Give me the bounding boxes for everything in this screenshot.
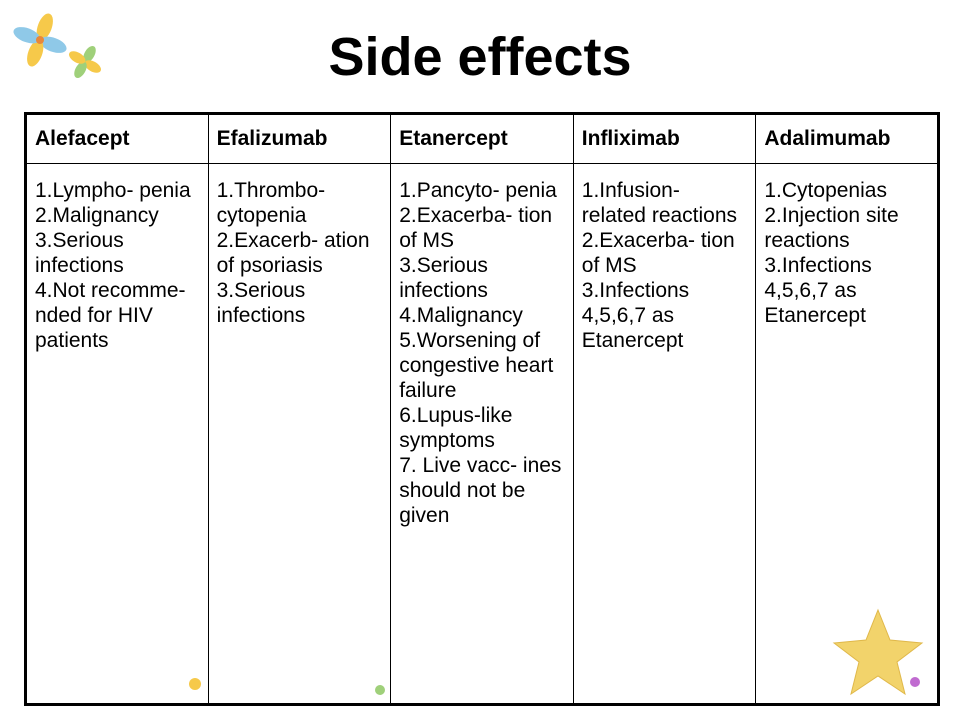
column-header: Infliximab <box>572 113 757 164</box>
list-item: 3.Serious infections <box>399 254 488 302</box>
list-item: 3.Infections <box>581 279 690 302</box>
list-item: 1.Thrombo- cytopenia <box>216 179 326 227</box>
list-item: 2.Exacerba- tion of MS <box>581 229 735 277</box>
table-cell: 1.Lympho- penia 2.Malignancy 3.Serious inf… <box>25 163 209 705</box>
slide-title: Side effects <box>328 27 632 87</box>
list-item: 4.Not recomme- nded for HIV patients <box>35 279 186 352</box>
list-item: 1.Cytopenias <box>764 179 887 202</box>
list-item: 3.Serious infections <box>216 279 306 327</box>
list-item: 2.Exacerb- ation of psoriasis <box>216 229 370 277</box>
list-item: 7. Live vacc- ines should not be given <box>399 454 562 527</box>
list-item: 2.Malignancy <box>35 204 159 227</box>
table-cell: 1.Thrombo- cytopenia 2.Exacerb- ation of … <box>207 163 392 705</box>
table-cell: 1.Pancyto- penia 2.Exacerba- tion of MS 3.… <box>390 163 574 705</box>
list-item: 1.Infusion- related reactions <box>581 179 738 227</box>
list-item: 1.Pancyto- penia <box>399 179 557 202</box>
table-body: 1.Lympho- penia 2.Malignancy 3.Serious inf… <box>25 163 939 705</box>
table-cell: 1.Infusion- related reactions 2.Exacerba-… <box>572 163 757 705</box>
column-header: Etanercept <box>390 113 574 164</box>
list-item: 2.Injection site reactions <box>764 204 899 252</box>
column-header: Efalizumab <box>207 113 392 164</box>
list-item: 5.Worsening of congestive heart failure <box>399 329 554 402</box>
pinwheel <box>13 13 67 67</box>
list-item: 4,5,6,7 as Etanercept <box>581 304 684 352</box>
list-item: 4.Malignancy <box>399 304 523 327</box>
table-cell: 1.Cytopenias 2.Injection site reactions 3.… <box>755 163 939 705</box>
list-item: 4,5,6,7 as Etanercept <box>764 279 866 327</box>
column-header: Adalimumab <box>755 113 939 164</box>
side-effects-table: Alefacept Efalizumab Etanercept Infliximab A… <box>24 112 940 706</box>
list-item: 3.Infections <box>764 254 872 277</box>
table-row: 1.Lympho- penia 2.Malignancy 3.Serious inf… <box>25 163 939 705</box>
pinwheel <box>69 46 101 78</box>
list-item: 6.Lupus-like symptoms <box>399 404 513 452</box>
column-header: Alefacept <box>25 113 209 164</box>
list-item: 2.Exacerba- tion of MS <box>399 204 553 252</box>
list-item: 3.Serious infections <box>35 229 124 277</box>
header-row: Alefacept Efalizumab Etanercept Infliximab A… <box>25 113 939 164</box>
list-item: 1.Lympho- penia <box>35 179 191 202</box>
